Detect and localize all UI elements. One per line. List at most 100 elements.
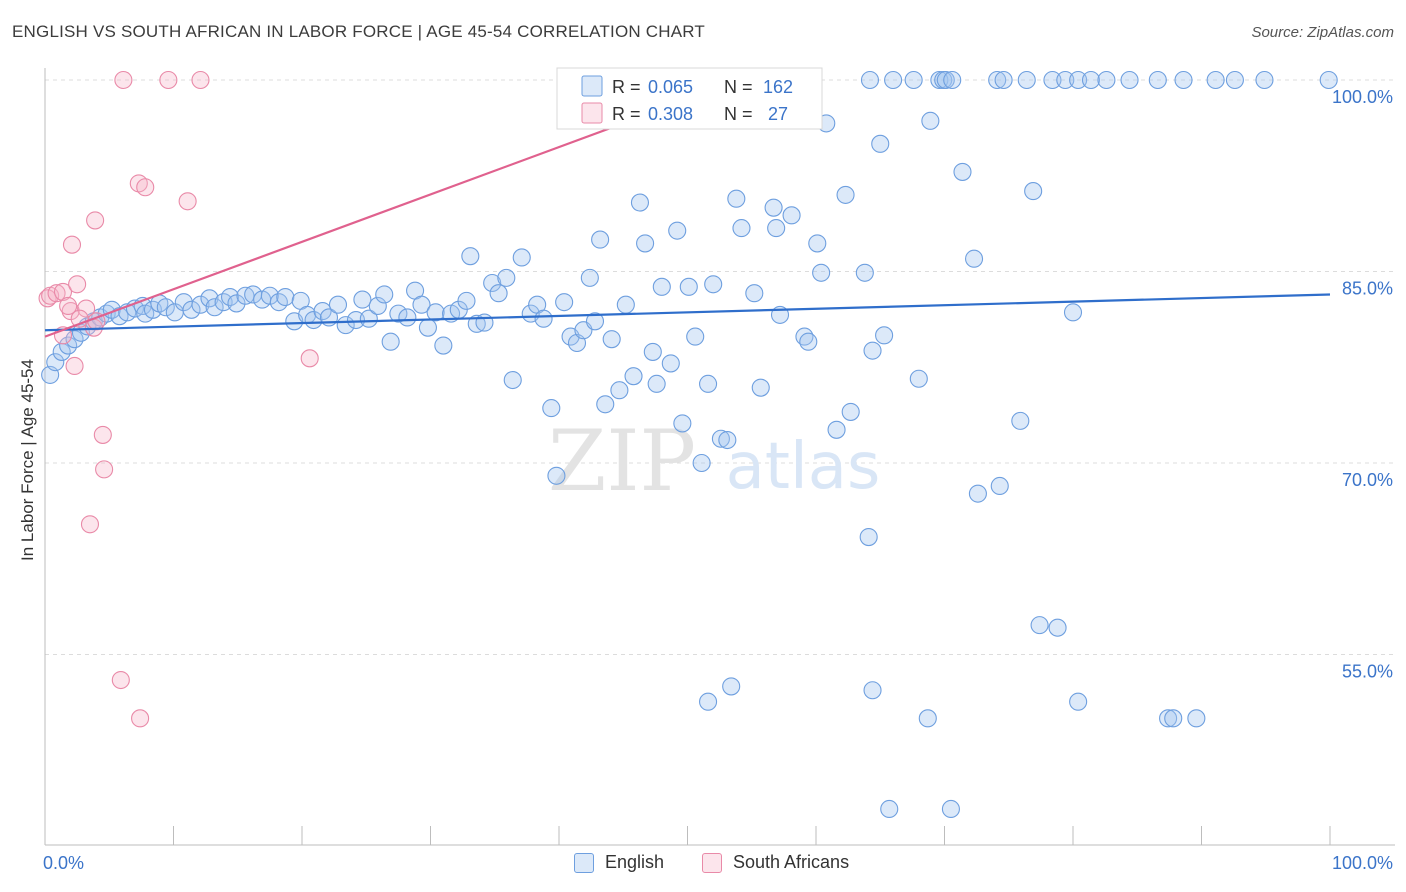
watermark: ZIP atlas — [548, 412, 880, 510]
english-point — [994, 70, 1013, 90]
english-point — [647, 374, 666, 393]
english-point — [503, 370, 522, 390]
english-point — [1024, 182, 1043, 201]
english-point — [489, 284, 508, 303]
english-point — [943, 70, 962, 90]
south-african-point — [159, 70, 178, 90]
english-point — [812, 263, 831, 282]
english-point — [745, 284, 764, 303]
english-point — [59, 336, 78, 355]
english-point — [953, 162, 972, 181]
english-point — [692, 453, 711, 473]
watermark-zip: ZIP — [548, 412, 696, 510]
legend-swatch — [574, 852, 594, 873]
english-point — [220, 287, 240, 307]
south-african-points — [38, 70, 319, 728]
english-point — [534, 309, 553, 328]
legend-n-label-south-africans: N = — [724, 104, 753, 124]
legend-r-value-south-africans: 0.308 — [648, 104, 693, 124]
english-point — [418, 318, 437, 337]
south-african-point — [65, 356, 84, 376]
english-point — [990, 476, 1009, 496]
english-point — [596, 395, 615, 414]
english-point — [880, 799, 899, 819]
english-point — [855, 263, 874, 282]
english-point — [200, 289, 219, 308]
english-point — [827, 420, 846, 439]
y-tick-labels: 55.0% 70.0% 85.0% 100.0% — [1332, 87, 1393, 682]
english-point — [643, 342, 662, 361]
legend-label-south-africans: South Africans — [733, 852, 850, 872]
south-african-point — [111, 670, 130, 690]
english-point — [1206, 70, 1225, 90]
english-point — [616, 295, 635, 314]
english-point — [1097, 70, 1116, 90]
english-point — [652, 277, 671, 296]
english-point — [722, 677, 741, 696]
south-african-point — [38, 289, 57, 308]
english-point — [1120, 70, 1139, 90]
english-point — [1011, 411, 1030, 430]
english-point — [375, 285, 394, 304]
south-african-point — [300, 349, 319, 368]
english-point — [1081, 70, 1101, 90]
english-point — [767, 219, 786, 238]
english-point — [988, 70, 1007, 90]
english-point — [276, 287, 295, 307]
south-african-point — [178, 192, 197, 211]
south-african-point — [131, 709, 150, 728]
english-point — [699, 692, 718, 711]
english-point — [1056, 70, 1075, 90]
english-point — [718, 430, 737, 450]
english-point — [863, 681, 882, 700]
legend-r-label-south-africans: R = — [612, 104, 641, 124]
english-point — [668, 221, 687, 240]
english-points — [41, 70, 1338, 819]
english-point — [398, 308, 417, 327]
english-point — [542, 399, 561, 418]
english-point — [585, 312, 605, 331]
legend-label-english: English — [605, 852, 665, 872]
stats-legend: R = 0.065 N = 162 R = 0.308 N = 27 — [556, 67, 823, 130]
english-point — [1164, 709, 1183, 728]
axes — [44, 68, 1395, 846]
english-point — [46, 353, 65, 372]
south-african-point — [62, 235, 82, 254]
english-point — [860, 70, 880, 90]
english-point — [547, 466, 566, 485]
legend-r-label-english: R = — [612, 77, 641, 97]
english-point — [191, 295, 210, 314]
legend-item-english[interactable]: English — [574, 852, 664, 873]
english-point — [704, 275, 723, 294]
legend-item-south-africans[interactable]: South Africans — [702, 852, 849, 873]
english-point — [389, 304, 408, 323]
english-point — [863, 341, 882, 360]
x-tick-label: 0.0% — [43, 853, 84, 873]
english-point — [836, 185, 855, 204]
english-point — [909, 369, 928, 388]
english-point — [799, 332, 818, 351]
english-point — [965, 249, 984, 268]
english-point — [65, 330, 84, 349]
english-point — [636, 234, 655, 253]
south-african-point — [191, 70, 210, 90]
english-point — [841, 402, 860, 421]
english-point — [236, 286, 255, 305]
english-point — [751, 378, 770, 397]
english-point — [1069, 692, 1088, 711]
english-point — [921, 111, 940, 130]
english-point — [353, 290, 372, 309]
english-point — [412, 295, 431, 314]
south-african-point — [68, 275, 87, 294]
english-point — [1319, 70, 1338, 90]
series-legend: English South Africans — [0, 850, 1406, 880]
english-point — [467, 314, 486, 333]
english-point — [555, 293, 574, 312]
english-point — [727, 189, 746, 208]
english-point — [930, 70, 949, 90]
english-point — [313, 302, 332, 321]
english-point — [968, 484, 987, 503]
south-african-point — [136, 178, 155, 197]
gridlines — [45, 79, 1395, 655]
english-point — [461, 247, 480, 266]
